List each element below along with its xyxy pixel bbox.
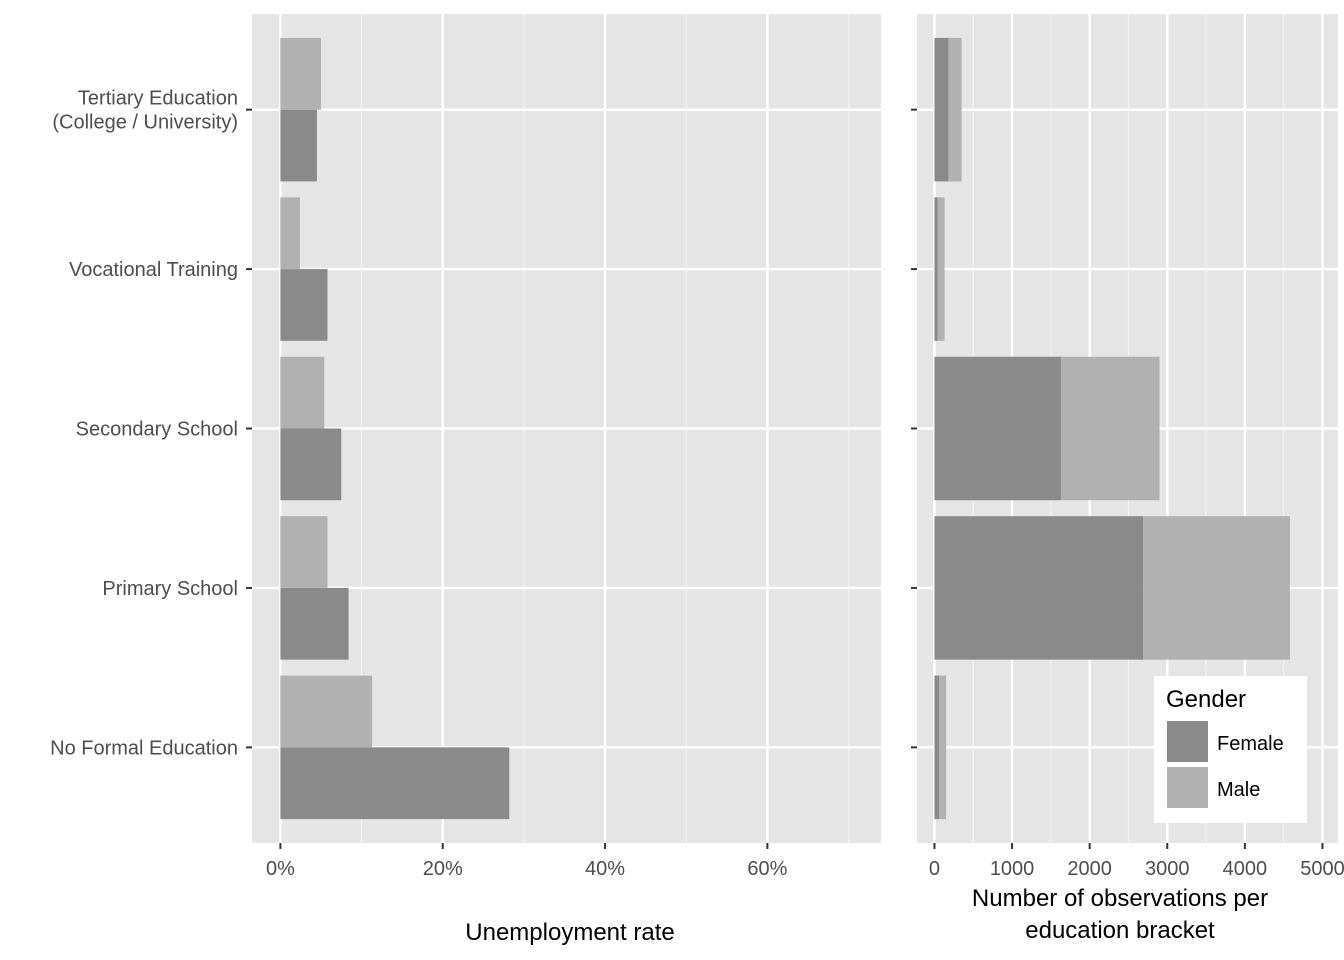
- right-x-tick-label: 3000: [1145, 858, 1190, 880]
- category-label: Primary School: [102, 578, 238, 600]
- category-labels: Tertiary Education (College / University)…: [50, 88, 238, 760]
- right-x-tick-label: 1000: [990, 858, 1035, 880]
- right-bars: [934, 37, 1290, 820]
- observations-bar-male: [1060, 356, 1160, 501]
- unemployment-bar-male: [280, 516, 328, 588]
- unemployment-bar-female: [280, 428, 342, 501]
- legend-label-male: Male: [1217, 779, 1260, 801]
- legend-title: Gender: [1166, 686, 1246, 713]
- legend-swatch-female: [1167, 721, 1208, 762]
- category-label: Secondary School: [76, 419, 238, 441]
- observations-bar-male: [939, 675, 947, 820]
- unemployment-bar-male: [280, 356, 325, 429]
- legend: Gender Female Male: [1154, 676, 1307, 823]
- y-tick-marks: [246, 108, 917, 749]
- unemployment-bar-male: [280, 675, 373, 748]
- legend-swatch-male: [1167, 767, 1208, 808]
- left-bars: [280, 37, 510, 820]
- unemployment-bar-female: [280, 587, 349, 660]
- observations-bar-female: [934, 675, 940, 820]
- left-x-tick-label: 40%: [585, 858, 625, 880]
- right-x-tick-labels: 0 1000 2000 3000 4000 5000: [929, 843, 1344, 880]
- observations-bar-female: [934, 516, 1144, 660]
- right-x-tick-label: 2000: [1067, 858, 1112, 880]
- left-x-tick-label: 60%: [747, 858, 787, 880]
- left-x-axis-title: Unemployment rate: [465, 919, 674, 946]
- right-x-tick-label: 0: [929, 858, 940, 880]
- legend-label-female: Female: [1217, 733, 1284, 755]
- right-x-tick-label: 4000: [1223, 858, 1268, 880]
- category-label: No Formal Education: [50, 737, 238, 759]
- category-label: Vocational Training: [69, 259, 238, 281]
- observations-bar-female: [934, 37, 949, 182]
- right-x-axis-title: Number of observations per education brac…: [972, 885, 1268, 944]
- observations-bar-female: [934, 197, 938, 341]
- observations-bar-female: [934, 356, 1061, 501]
- unemployment-bar-male: [280, 197, 300, 270]
- right-x-tick-label: 5000: [1300, 858, 1344, 880]
- unemployment-bar-female: [280, 747, 510, 820]
- category-label: Tertiary Education (College / University): [52, 88, 238, 134]
- observations-bar-male: [948, 37, 962, 182]
- unemployment-bar-female: [280, 109, 317, 182]
- left-x-tick-labels: 0% 20% 40% 60%: [266, 843, 788, 880]
- left-x-tick-label: 0%: [266, 858, 295, 880]
- observations-bar-male: [1143, 516, 1290, 660]
- unemployment-bar-female: [280, 269, 328, 341]
- observations-bar-male: [937, 197, 945, 341]
- unemployment-bar-male: [280, 37, 321, 110]
- left-x-tick-label: 20%: [423, 858, 463, 880]
